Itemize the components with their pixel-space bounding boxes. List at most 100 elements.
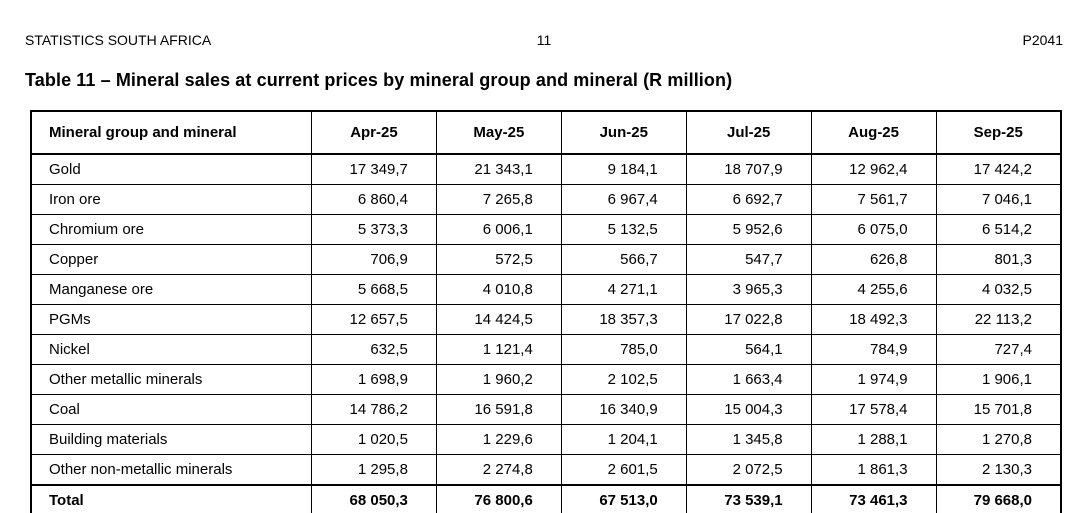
value-cell: 4 255,6	[810, 274, 937, 306]
report-code: P2041	[1022, 32, 1063, 48]
column-header-mineral-group: Mineral group and mineral	[30, 110, 312, 156]
document-header: STATISTICS SOUTH AFRICA 11 P2041	[25, 32, 1063, 48]
row-label-cell: Other metallic minerals	[30, 364, 312, 396]
total-row: Total 68 050,3 76 800,6 67 513,0 73 539,1 73 …	[30, 484, 1062, 513]
value-cell: 6 514,2	[935, 214, 1062, 246]
row-label-cell: Iron ore	[30, 184, 312, 216]
value-cell: 12 962,4	[810, 153, 937, 186]
value-cell: 5 668,5	[311, 274, 437, 306]
table-row: Iron ore 6 860,4 7 265,8 6 967,4 6 692,7 7 56…	[30, 184, 1062, 216]
value-cell: 21 343,1	[435, 153, 562, 186]
value-cell: 6 006,1	[435, 214, 562, 246]
value-cell: 22 113,2	[935, 304, 1062, 336]
value-cell: 1 960,2	[435, 364, 562, 396]
column-header-month: May-25	[435, 110, 562, 156]
value-cell: 15 004,3	[685, 394, 812, 426]
value-cell: 17 349,7	[311, 153, 437, 186]
table-header-row: Mineral group and mineral Apr-25 May-25 Ju…	[30, 110, 1062, 156]
value-cell: 2 274,8	[435, 454, 562, 486]
value-cell: 4 032,5	[935, 274, 1062, 306]
value-cell: 1 698,9	[311, 364, 437, 396]
row-label-cell: Other non-metallic minerals	[30, 454, 312, 486]
table-row: Coal 14 786,2 16 591,8 16 340,9 15 004,3 17 5…	[30, 394, 1062, 426]
value-cell: 6 967,4	[560, 184, 687, 216]
value-cell: 5 952,6	[685, 214, 812, 246]
value-cell: 785,0	[560, 334, 687, 366]
value-cell: 1 345,8	[685, 424, 812, 456]
value-cell: 1 204,1	[560, 424, 687, 456]
column-header-month: Aug-25	[810, 110, 937, 156]
row-label-cell: Manganese ore	[30, 274, 312, 306]
value-cell: 5 373,3	[311, 214, 437, 246]
value-cell: 6 860,4	[311, 184, 437, 216]
value-cell: 3 965,3	[685, 274, 812, 306]
value-cell: 547,7	[685, 244, 812, 276]
value-cell: 14 786,2	[311, 394, 437, 426]
value-cell: 14 424,5	[435, 304, 562, 336]
value-cell: 2 102,5	[560, 364, 687, 396]
value-cell: 2 601,5	[560, 454, 687, 486]
value-cell: 727,4	[935, 334, 1062, 366]
value-cell: 76 800,6	[435, 484, 562, 513]
table-body: Gold 17 349,7 21 343,1 9 184,1 18 707,9 12 96…	[30, 153, 1062, 513]
row-label-cell: PGMs	[30, 304, 312, 336]
value-cell: 18 357,3	[560, 304, 687, 336]
value-cell: 801,3	[935, 244, 1062, 276]
value-cell: 1 663,4	[685, 364, 812, 396]
table-row: Copper 706,9 572,5 566,7 547,7 626,8 801,3	[30, 244, 1062, 276]
value-cell: 572,5	[435, 244, 562, 276]
table-row: Nickel 632,5 1 121,4 785,0 564,1 784,9 727,4	[30, 334, 1062, 366]
value-cell: 4 271,1	[560, 274, 687, 306]
row-label-cell: Nickel	[30, 334, 312, 366]
value-cell: 16 591,8	[435, 394, 562, 426]
value-cell: 1 288,1	[810, 424, 937, 456]
column-header-month: Jul-25	[685, 110, 812, 156]
value-cell: 706,9	[311, 244, 437, 276]
table-row: Building materials 1 020,5 1 229,6 1 204,1 1…	[30, 424, 1062, 456]
value-cell: 2 130,3	[935, 454, 1062, 486]
value-cell: 4 010,8	[435, 274, 562, 306]
row-label-cell: Gold	[30, 153, 312, 186]
value-cell: 9 184,1	[560, 153, 687, 186]
value-cell: 784,9	[810, 334, 937, 366]
value-cell: 18 492,3	[810, 304, 937, 336]
value-cell: 566,7	[560, 244, 687, 276]
row-label-cell: Total	[30, 484, 312, 513]
publication-name: STATISTICS SOUTH AFRICA	[25, 32, 212, 48]
value-cell: 1 974,9	[810, 364, 937, 396]
mineral-sales-table: Mineral group and mineral Apr-25 May-25 Ju…	[30, 110, 1062, 513]
value-cell: 67 513,0	[560, 484, 687, 513]
column-header-month: Apr-25	[311, 110, 437, 156]
value-cell: 1 270,8	[935, 424, 1062, 456]
value-cell: 16 340,9	[560, 394, 687, 426]
value-cell: 1 229,6	[435, 424, 562, 456]
value-cell: 2 072,5	[685, 454, 812, 486]
value-cell: 1 861,3	[810, 454, 937, 486]
value-cell: 1 020,5	[311, 424, 437, 456]
value-cell: 7 046,1	[935, 184, 1062, 216]
value-cell: 7 561,7	[810, 184, 937, 216]
table-row: Chromium ore 5 373,3 6 006,1 5 132,5 5 952,6…	[30, 214, 1062, 246]
value-cell: 73 539,1	[685, 484, 812, 513]
value-cell: 17 424,2	[935, 153, 1062, 186]
value-cell: 1 121,4	[435, 334, 562, 366]
value-cell: 73 461,3	[810, 484, 937, 513]
row-label-cell: Building materials	[30, 424, 312, 456]
row-label-cell: Copper	[30, 244, 312, 276]
value-cell: 7 265,8	[435, 184, 562, 216]
value-cell: 79 668,0	[935, 484, 1062, 513]
value-cell: 626,8	[810, 244, 937, 276]
table-row: Other metallic minerals 1 698,9 1 960,2 2 1…	[30, 364, 1062, 396]
table-row: Other non-metallic minerals 1 295,8 2 274,…	[30, 454, 1062, 486]
value-cell: 632,5	[311, 334, 437, 366]
row-label-cell: Chromium ore	[30, 214, 312, 246]
table-row: Manganese ore 5 668,5 4 010,8 4 271,1 3 965,…	[30, 274, 1062, 306]
value-cell: 5 132,5	[560, 214, 687, 246]
value-cell: 18 707,9	[685, 153, 812, 186]
column-header-month: Jun-25	[560, 110, 687, 156]
value-cell: 6 075,0	[810, 214, 937, 246]
value-cell: 12 657,5	[311, 304, 437, 336]
value-cell: 17 022,8	[685, 304, 812, 336]
value-cell: 6 692,7	[685, 184, 812, 216]
